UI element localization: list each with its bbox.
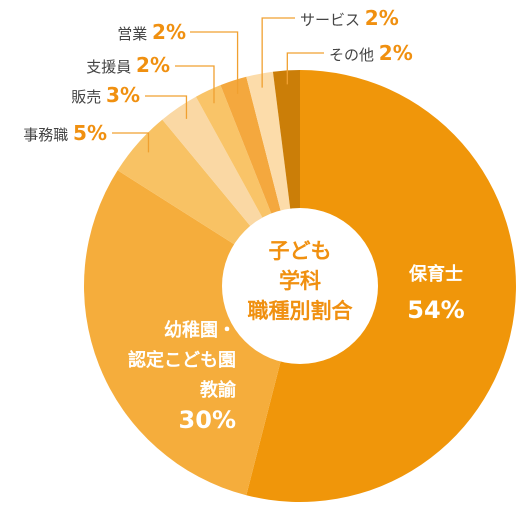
slice-name-label: 保育士 [408,263,463,285]
slice-external-label: 販売 3% [71,83,140,107]
slice-name-label: 事務職 [23,126,73,144]
leader-line [286,52,324,85]
leader-line [112,132,150,153]
center-hole [222,208,378,364]
pie-slice-0 [246,70,516,503]
slice-external-label: サービス 2% [300,6,399,30]
slice-external-label: その他 2% [329,41,413,65]
slice-external-label: 支援員 2% [86,53,170,77]
slice-name-label: 販売 [71,88,106,106]
slice-name-label: 営業 [117,25,152,43]
pie-slice-1 [84,170,301,496]
slice-value-label: 2% [379,41,413,65]
slice-value-label: 2% [365,6,399,30]
slice-value-label: 54% [407,296,464,324]
slice-value-label: 2% [136,53,170,77]
slice-external-label: 事務職 5% [23,121,107,145]
center-label-line: 子ども [269,239,332,263]
slice-value-label: 3% [106,83,140,107]
leader-line [175,65,215,104]
slice-name-label: 教諭 [200,379,237,401]
slice-name-label: サービス [300,11,365,29]
leader-line [145,95,188,119]
slice-name-label: 幼稚園・ [164,319,236,341]
slice-value-label: 2% [152,20,186,44]
pie-slices [84,70,516,503]
slice-external-label: 営業 2% [117,20,186,44]
center-label-line: 職種別割合 [248,299,354,323]
slice-value-label: 30% [179,406,236,434]
slice-name-label: 支援員 [86,58,136,76]
leader-line [190,31,239,94]
leader-line [261,17,295,88]
slice-value-label: 5% [73,121,107,145]
center-label-line: 学科 [279,269,321,293]
slice-name-label: その他 [329,46,379,64]
slice-name-label: 認定こども園 [128,349,236,371]
leader-lines [112,17,324,153]
center-label: 子ども学科職種別割合 [248,239,354,323]
